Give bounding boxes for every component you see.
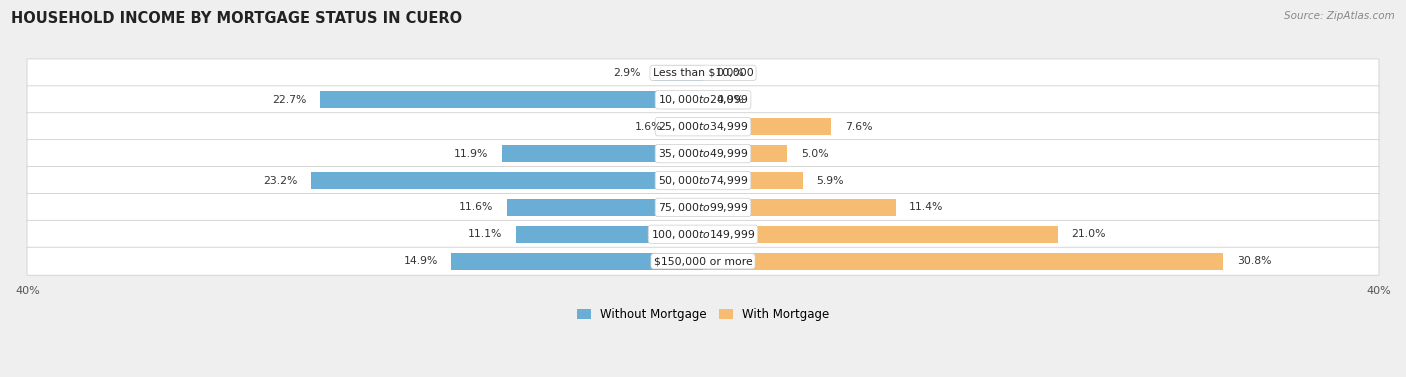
Text: 23.2%: 23.2% (263, 176, 298, 185)
Text: 2.9%: 2.9% (613, 68, 641, 78)
Bar (703, 145, 787, 162)
Text: $25,000 to $34,999: $25,000 to $34,999 (658, 120, 748, 133)
Text: 5.9%: 5.9% (815, 176, 844, 185)
Text: Source: ZipAtlas.com: Source: ZipAtlas.com (1284, 11, 1395, 21)
Text: 14.9%: 14.9% (404, 256, 437, 266)
Text: $50,000 to $74,999: $50,000 to $74,999 (658, 174, 748, 187)
Text: 0.0%: 0.0% (717, 68, 744, 78)
Text: 5.0%: 5.0% (801, 149, 828, 159)
Text: 21.0%: 21.0% (1071, 229, 1105, 239)
Text: HOUSEHOLD INCOME BY MORTGAGE STATUS IN CUERO: HOUSEHOLD INCOME BY MORTGAGE STATUS IN C… (11, 11, 463, 26)
Bar (451, 253, 703, 270)
Text: $10,000 to $24,999: $10,000 to $24,999 (658, 93, 748, 106)
FancyBboxPatch shape (27, 59, 1379, 87)
FancyBboxPatch shape (27, 220, 1379, 248)
Bar (703, 199, 896, 216)
Bar (703, 172, 803, 189)
Text: 30.8%: 30.8% (1237, 256, 1271, 266)
Text: 11.9%: 11.9% (454, 149, 488, 159)
Bar (703, 253, 1223, 270)
FancyBboxPatch shape (27, 193, 1379, 221)
Bar (311, 172, 703, 189)
Text: $35,000 to $49,999: $35,000 to $49,999 (658, 147, 748, 160)
Bar (703, 118, 831, 135)
Text: $100,000 to $149,999: $100,000 to $149,999 (651, 228, 755, 241)
Bar (319, 92, 703, 108)
Text: 11.1%: 11.1% (468, 229, 502, 239)
Text: 11.4%: 11.4% (910, 202, 943, 212)
Text: 1.6%: 1.6% (636, 122, 662, 132)
Text: 11.6%: 11.6% (460, 202, 494, 212)
Text: 22.7%: 22.7% (271, 95, 307, 105)
Bar (516, 226, 703, 243)
FancyBboxPatch shape (27, 113, 1379, 141)
Text: 7.6%: 7.6% (845, 122, 872, 132)
FancyBboxPatch shape (27, 86, 1379, 114)
Text: 0.0%: 0.0% (717, 95, 744, 105)
Bar (502, 145, 703, 162)
Text: $75,000 to $99,999: $75,000 to $99,999 (658, 201, 748, 214)
Text: $150,000 or more: $150,000 or more (654, 256, 752, 266)
Bar (676, 118, 703, 135)
FancyBboxPatch shape (27, 139, 1379, 168)
Bar (703, 226, 1057, 243)
FancyBboxPatch shape (27, 247, 1379, 275)
Text: Less than $10,000: Less than $10,000 (652, 68, 754, 78)
Legend: Without Mortgage, With Mortgage: Without Mortgage, With Mortgage (572, 303, 834, 326)
FancyBboxPatch shape (27, 167, 1379, 195)
Bar (654, 64, 703, 81)
Bar (508, 199, 703, 216)
